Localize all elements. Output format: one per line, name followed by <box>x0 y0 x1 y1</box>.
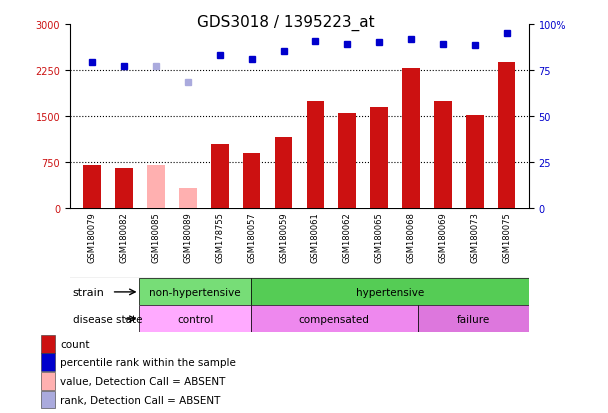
Text: GSM180073: GSM180073 <box>470 212 479 263</box>
Bar <box>83 166 101 209</box>
Bar <box>41 354 55 371</box>
Bar <box>179 188 196 209</box>
Text: count: count <box>61 339 90 349</box>
Text: GDS3018 / 1395223_at: GDS3018 / 1395223_at <box>197 14 375 31</box>
Text: GSM180079: GSM180079 <box>88 212 97 263</box>
Bar <box>275 138 292 209</box>
Text: GSM180075: GSM180075 <box>502 212 511 263</box>
Text: GSM180085: GSM180085 <box>151 212 161 263</box>
Text: GSM180082: GSM180082 <box>120 212 129 263</box>
Bar <box>139 306 250 332</box>
Text: failure: failure <box>457 314 490 324</box>
Text: rank, Detection Call = ABSENT: rank, Detection Call = ABSENT <box>61 394 221 405</box>
Bar <box>418 306 529 332</box>
Bar <box>339 114 356 209</box>
Bar <box>250 279 529 306</box>
Text: GSM180061: GSM180061 <box>311 212 320 263</box>
Text: GSM180059: GSM180059 <box>279 212 288 263</box>
Bar <box>41 391 55 408</box>
Text: GSM180068: GSM180068 <box>407 212 415 263</box>
Text: GSM180069: GSM180069 <box>438 212 447 263</box>
Bar <box>41 372 55 390</box>
Text: GSM180062: GSM180062 <box>343 212 352 263</box>
Bar <box>306 101 324 209</box>
Text: control: control <box>177 314 213 324</box>
Text: value, Detection Call = ABSENT: value, Detection Call = ABSENT <box>61 376 226 386</box>
Bar <box>434 101 452 209</box>
Bar <box>147 166 165 209</box>
Text: non-hypertensive: non-hypertensive <box>150 287 241 297</box>
Bar <box>41 335 55 353</box>
Bar <box>466 116 483 209</box>
Bar <box>243 153 260 209</box>
Text: percentile rank within the sample: percentile rank within the sample <box>61 357 237 368</box>
Text: disease state: disease state <box>73 314 142 324</box>
Text: GSM180065: GSM180065 <box>375 212 384 263</box>
Bar <box>402 69 420 209</box>
Bar <box>498 63 516 209</box>
Text: GSM180057: GSM180057 <box>247 212 256 263</box>
Text: GSM180089: GSM180089 <box>184 212 192 263</box>
Bar <box>139 279 250 306</box>
Text: strain: strain <box>73 287 105 297</box>
Bar <box>370 107 388 209</box>
Text: compensated: compensated <box>299 314 370 324</box>
Bar <box>211 144 229 209</box>
Text: hypertensive: hypertensive <box>356 287 424 297</box>
Bar <box>250 306 418 332</box>
Text: GSM178755: GSM178755 <box>215 212 224 263</box>
Bar <box>116 169 133 209</box>
